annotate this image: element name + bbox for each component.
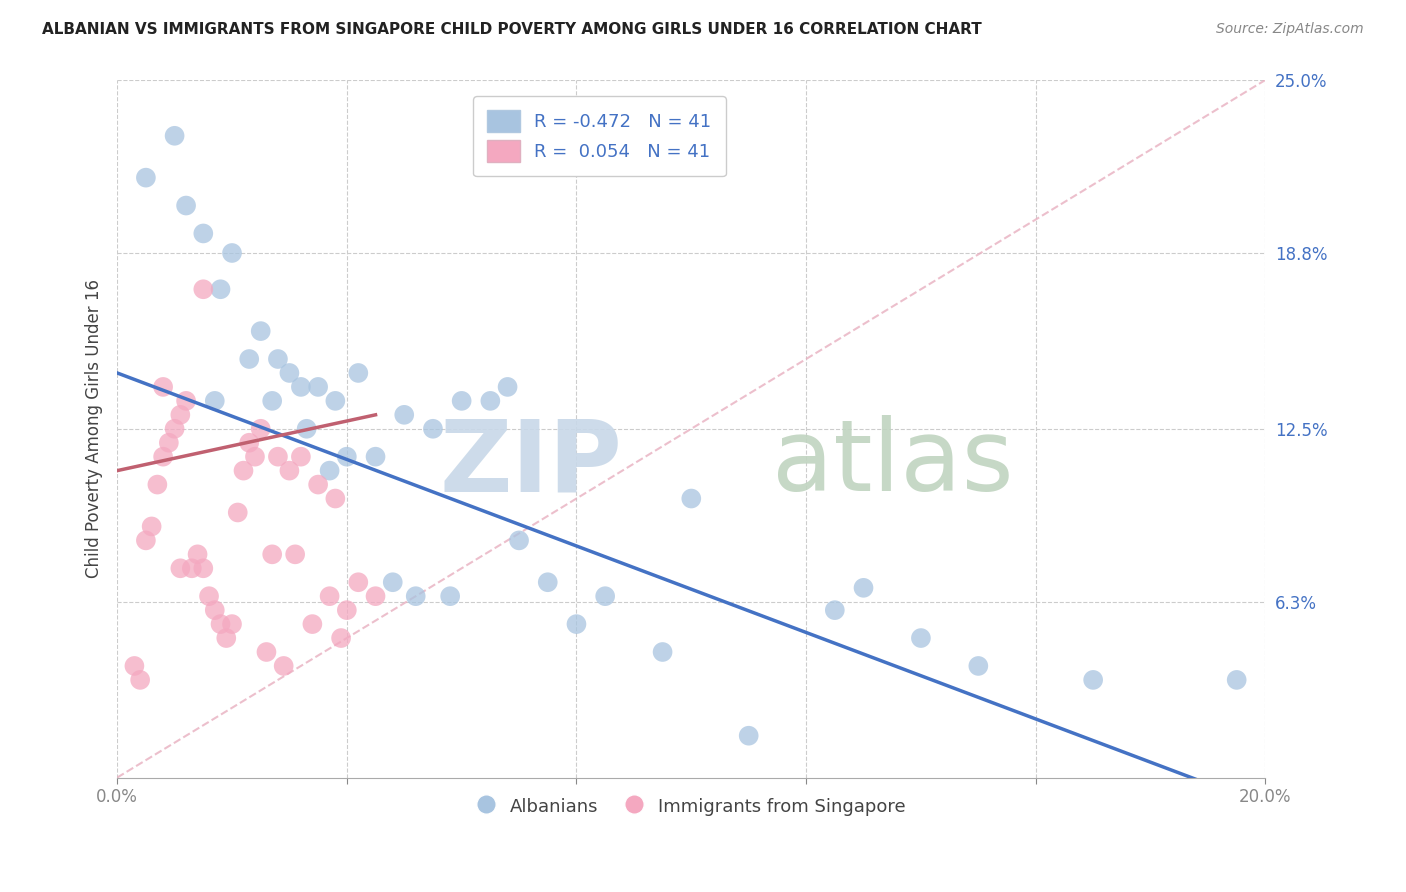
Point [496, 380, 519, 394]
Point [364, 589, 387, 603]
Point [238, 351, 260, 366]
Point [169, 561, 191, 575]
Point [209, 617, 232, 632]
Point [193, 561, 215, 575]
Point [152, 380, 174, 394]
Text: ALBANIAN VS IMMIGRANTS FROM SINGAPORE CHILD POVERTY AMONG GIRLS UNDER 16 CORRELA: ALBANIAN VS IMMIGRANTS FROM SINGAPORE CH… [42, 22, 981, 37]
Point [824, 603, 846, 617]
Point [295, 422, 318, 436]
Point [152, 450, 174, 464]
Point [256, 645, 278, 659]
Point [174, 198, 197, 212]
Point [1081, 673, 1104, 687]
Point [284, 547, 307, 561]
Point [157, 435, 180, 450]
Point [129, 673, 152, 687]
Point [330, 631, 353, 645]
Point [278, 366, 301, 380]
Point [249, 324, 271, 338]
Point [318, 589, 340, 603]
Point [243, 450, 266, 464]
Legend: Albanians, Immigrants from Singapore: Albanians, Immigrants from Singapore [470, 788, 912, 824]
Text: atlas: atlas [772, 415, 1014, 512]
Point [193, 282, 215, 296]
Point [537, 575, 560, 590]
Point [381, 575, 404, 590]
Point [163, 128, 186, 143]
Point [221, 246, 243, 260]
Point [1226, 673, 1249, 687]
Point [565, 617, 588, 632]
Point [180, 561, 202, 575]
Point [141, 519, 163, 533]
Point [187, 547, 209, 561]
Point [278, 464, 301, 478]
Point [262, 547, 284, 561]
Point [209, 282, 232, 296]
Point [593, 589, 616, 603]
Point [307, 380, 329, 394]
Point [651, 645, 673, 659]
Point [508, 533, 530, 548]
Y-axis label: Child Poverty Among Girls Under 16: Child Poverty Among Girls Under 16 [86, 279, 103, 578]
Point [290, 380, 312, 394]
Point [394, 408, 416, 422]
Point [422, 422, 444, 436]
Point [450, 393, 472, 408]
Point [405, 589, 427, 603]
Point [301, 617, 323, 632]
Point [439, 589, 461, 603]
Point [135, 533, 157, 548]
Text: ZIP: ZIP [440, 415, 623, 512]
Point [290, 450, 312, 464]
Point [347, 575, 370, 590]
Point [325, 491, 347, 506]
Point [226, 506, 249, 520]
Point [174, 393, 197, 408]
Point [169, 408, 191, 422]
Point [336, 603, 359, 617]
Point [267, 450, 290, 464]
Point [124, 659, 146, 673]
Point [249, 422, 271, 436]
Point [967, 659, 990, 673]
Point [738, 729, 761, 743]
Point [273, 659, 295, 673]
Point [204, 603, 226, 617]
Point [325, 393, 347, 408]
Point [146, 477, 169, 491]
Point [215, 631, 238, 645]
Point [681, 491, 703, 506]
Point [135, 170, 157, 185]
Point [262, 393, 284, 408]
Point [318, 464, 340, 478]
Point [364, 450, 387, 464]
Point [267, 351, 290, 366]
Point [479, 393, 502, 408]
Point [910, 631, 932, 645]
Point [232, 464, 254, 478]
Point [204, 393, 226, 408]
Point [347, 366, 370, 380]
Point [307, 477, 329, 491]
Point [198, 589, 221, 603]
Point [238, 435, 260, 450]
Text: Source: ZipAtlas.com: Source: ZipAtlas.com [1216, 22, 1364, 37]
Point [336, 450, 359, 464]
Point [193, 227, 215, 241]
Point [221, 617, 243, 632]
Point [852, 581, 875, 595]
Point [163, 422, 186, 436]
